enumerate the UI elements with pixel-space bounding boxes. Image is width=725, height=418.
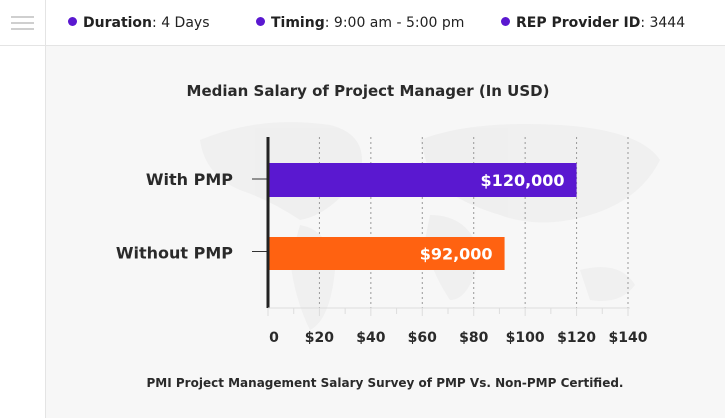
x-tick-label: $80 [459,330,488,346]
provider-label: REP Provider ID [516,15,641,31]
duration-value: 4 Days [161,15,210,31]
provider-info: REP Provider ID: 3444 [501,15,685,31]
chart-panel [46,46,725,418]
course-info-header: Duration: 4 Days Timing: 9:00 am - 5:00 … [46,0,725,46]
x-tick-label: $100 [506,330,545,346]
y-category-label: With PMP [146,170,233,189]
duration-label: Duration [83,15,153,31]
bullet-dot-icon [256,17,265,26]
provider-value: 3444 [649,15,686,31]
x-tick-label: $120 [557,330,596,346]
bar-data-label: $92,000 [420,245,493,264]
x-tick-label: 0 [269,330,279,346]
timing-value: 9:00 am - 5:00 pm [333,15,465,31]
y-category-label: Without PMP [116,244,233,263]
x-tick-label: $60 [408,330,437,346]
bar-with-pmp [268,163,577,197]
x-tick-label: $140 [609,330,648,346]
x-tick-label: $40 [356,330,385,346]
separator: : [640,15,646,31]
x-tick-label: $20 [305,330,334,346]
sidebar [0,0,46,418]
bar-data-label: $120,000 [481,171,565,190]
timing-label: Timing [271,15,325,31]
separator: : [324,15,330,31]
chart-title: Median Salary of Project Manager (In USD… [187,82,550,100]
hamburger-menu-icon[interactable] [11,16,34,31]
duration-info: Duration: 4 Days [68,15,209,31]
bullet-dot-icon [68,17,77,26]
separator: : [152,15,157,31]
sidebar-divider [0,45,45,46]
bullet-dot-icon [501,17,510,26]
chart-caption: PMI Project Management Salary Survey of … [147,376,624,390]
timing-info: Timing: 9:00 am - 5:00 pm [256,15,464,31]
bar-without-pmp [268,237,505,270]
